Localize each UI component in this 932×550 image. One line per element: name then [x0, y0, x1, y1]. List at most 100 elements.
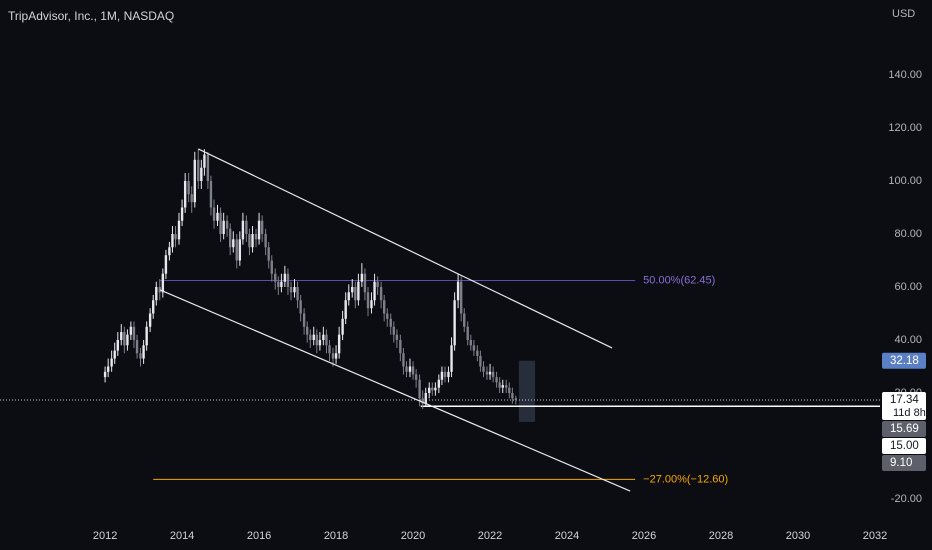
candle-body — [498, 382, 501, 388]
x-tick-label: 2020 — [401, 530, 425, 542]
candle-body — [389, 318, 392, 327]
candle-body — [315, 334, 319, 346]
candle-body — [152, 300, 155, 314]
candle-body — [161, 273, 165, 293]
candle-body — [103, 371, 107, 378]
candle-body — [472, 345, 476, 351]
candle-body — [495, 377, 498, 383]
candle-body — [392, 326, 396, 335]
y-tick-label: 140.00 — [888, 69, 922, 81]
y-tick-label: 100.00 — [888, 175, 922, 187]
candle-body — [123, 332, 126, 346]
candle-body — [357, 281, 360, 301]
candle-body — [248, 233, 251, 248]
candle-body — [334, 353, 338, 359]
candle-body — [148, 313, 152, 327]
y-tick-label: 40.00 — [894, 334, 922, 346]
candle-body — [203, 154, 206, 168]
candle-body — [229, 228, 232, 248]
candle-body — [260, 220, 264, 234]
candle-body — [110, 358, 113, 367]
candle-body — [155, 286, 158, 301]
candle-body — [219, 212, 222, 234]
y-tick-label: -20.00 — [891, 493, 922, 505]
candle-body — [421, 398, 424, 404]
candle-body — [399, 340, 402, 354]
trend-line — [159, 289, 631, 492]
candle-body — [488, 371, 492, 375]
level-label: 50.00%(62.45) — [643, 274, 715, 286]
candle-body — [139, 353, 142, 359]
candle-body — [456, 281, 460, 301]
candle-body — [245, 220, 248, 234]
candle-body — [450, 345, 453, 372]
candle-body — [325, 334, 328, 346]
candle-body — [277, 281, 280, 287]
candle-body — [447, 371, 450, 378]
candle-body — [360, 273, 364, 282]
candle-body — [296, 286, 299, 301]
candle-body — [437, 379, 441, 388]
candle-body — [431, 387, 434, 391]
candle-body — [177, 220, 181, 240]
forecast-box — [518, 360, 536, 422]
candle-body — [395, 334, 399, 341]
candle-body — [379, 286, 383, 301]
price-label: 15.69 — [890, 423, 919, 435]
x-tick-label: 2012 — [93, 530, 117, 542]
candle-body — [197, 159, 200, 181]
candle-body — [135, 340, 139, 354]
candle-body — [126, 334, 129, 346]
price-label-box — [882, 438, 926, 455]
candle-body — [106, 366, 110, 372]
candle-body — [171, 233, 174, 248]
x-tick-label: 2032 — [863, 530, 887, 542]
candle-body — [174, 233, 177, 240]
candle-body — [411, 366, 415, 375]
candle-body — [376, 281, 379, 287]
candle-body — [286, 273, 290, 287]
candle-body — [505, 385, 508, 388]
candle-body — [501, 385, 504, 388]
candle-body — [312, 334, 315, 341]
candle-body — [491, 371, 495, 378]
candle-body — [463, 313, 466, 327]
candle-body — [190, 194, 193, 203]
candle-body — [476, 350, 479, 356]
candle-body — [129, 326, 133, 335]
candle-body — [402, 353, 405, 367]
currency: USD — [892, 8, 915, 20]
candle-body — [351, 286, 354, 293]
candle-body — [309, 334, 312, 341]
candle-body — [514, 398, 518, 401]
candle-body — [373, 281, 376, 301]
candle-body — [424, 393, 427, 404]
x-tick-label: 2024 — [555, 530, 579, 542]
candle-body — [331, 353, 335, 359]
price-label: 32.18 — [890, 355, 919, 367]
candle-body — [158, 286, 161, 293]
price-label: 9.10 — [890, 457, 912, 469]
candle-body — [232, 239, 235, 248]
candle-body — [113, 350, 116, 359]
y-tick-label: 120.00 — [888, 122, 922, 134]
candle-body — [354, 286, 357, 301]
candle-body — [235, 239, 238, 261]
x-tick-label: 2030 — [786, 530, 810, 542]
candle-body — [363, 273, 367, 293]
candle-body — [418, 379, 421, 399]
candle-body — [145, 326, 148, 346]
candle-body — [428, 387, 431, 394]
candle-body — [274, 273, 277, 282]
candle-body — [318, 340, 322, 346]
candle-body — [283, 273, 287, 282]
candle-body — [257, 220, 261, 240]
candle-body — [479, 355, 482, 367]
candle-body — [405, 366, 408, 372]
price-label-box — [882, 455, 926, 472]
candle-body — [164, 255, 168, 274]
candle-body — [337, 334, 341, 354]
